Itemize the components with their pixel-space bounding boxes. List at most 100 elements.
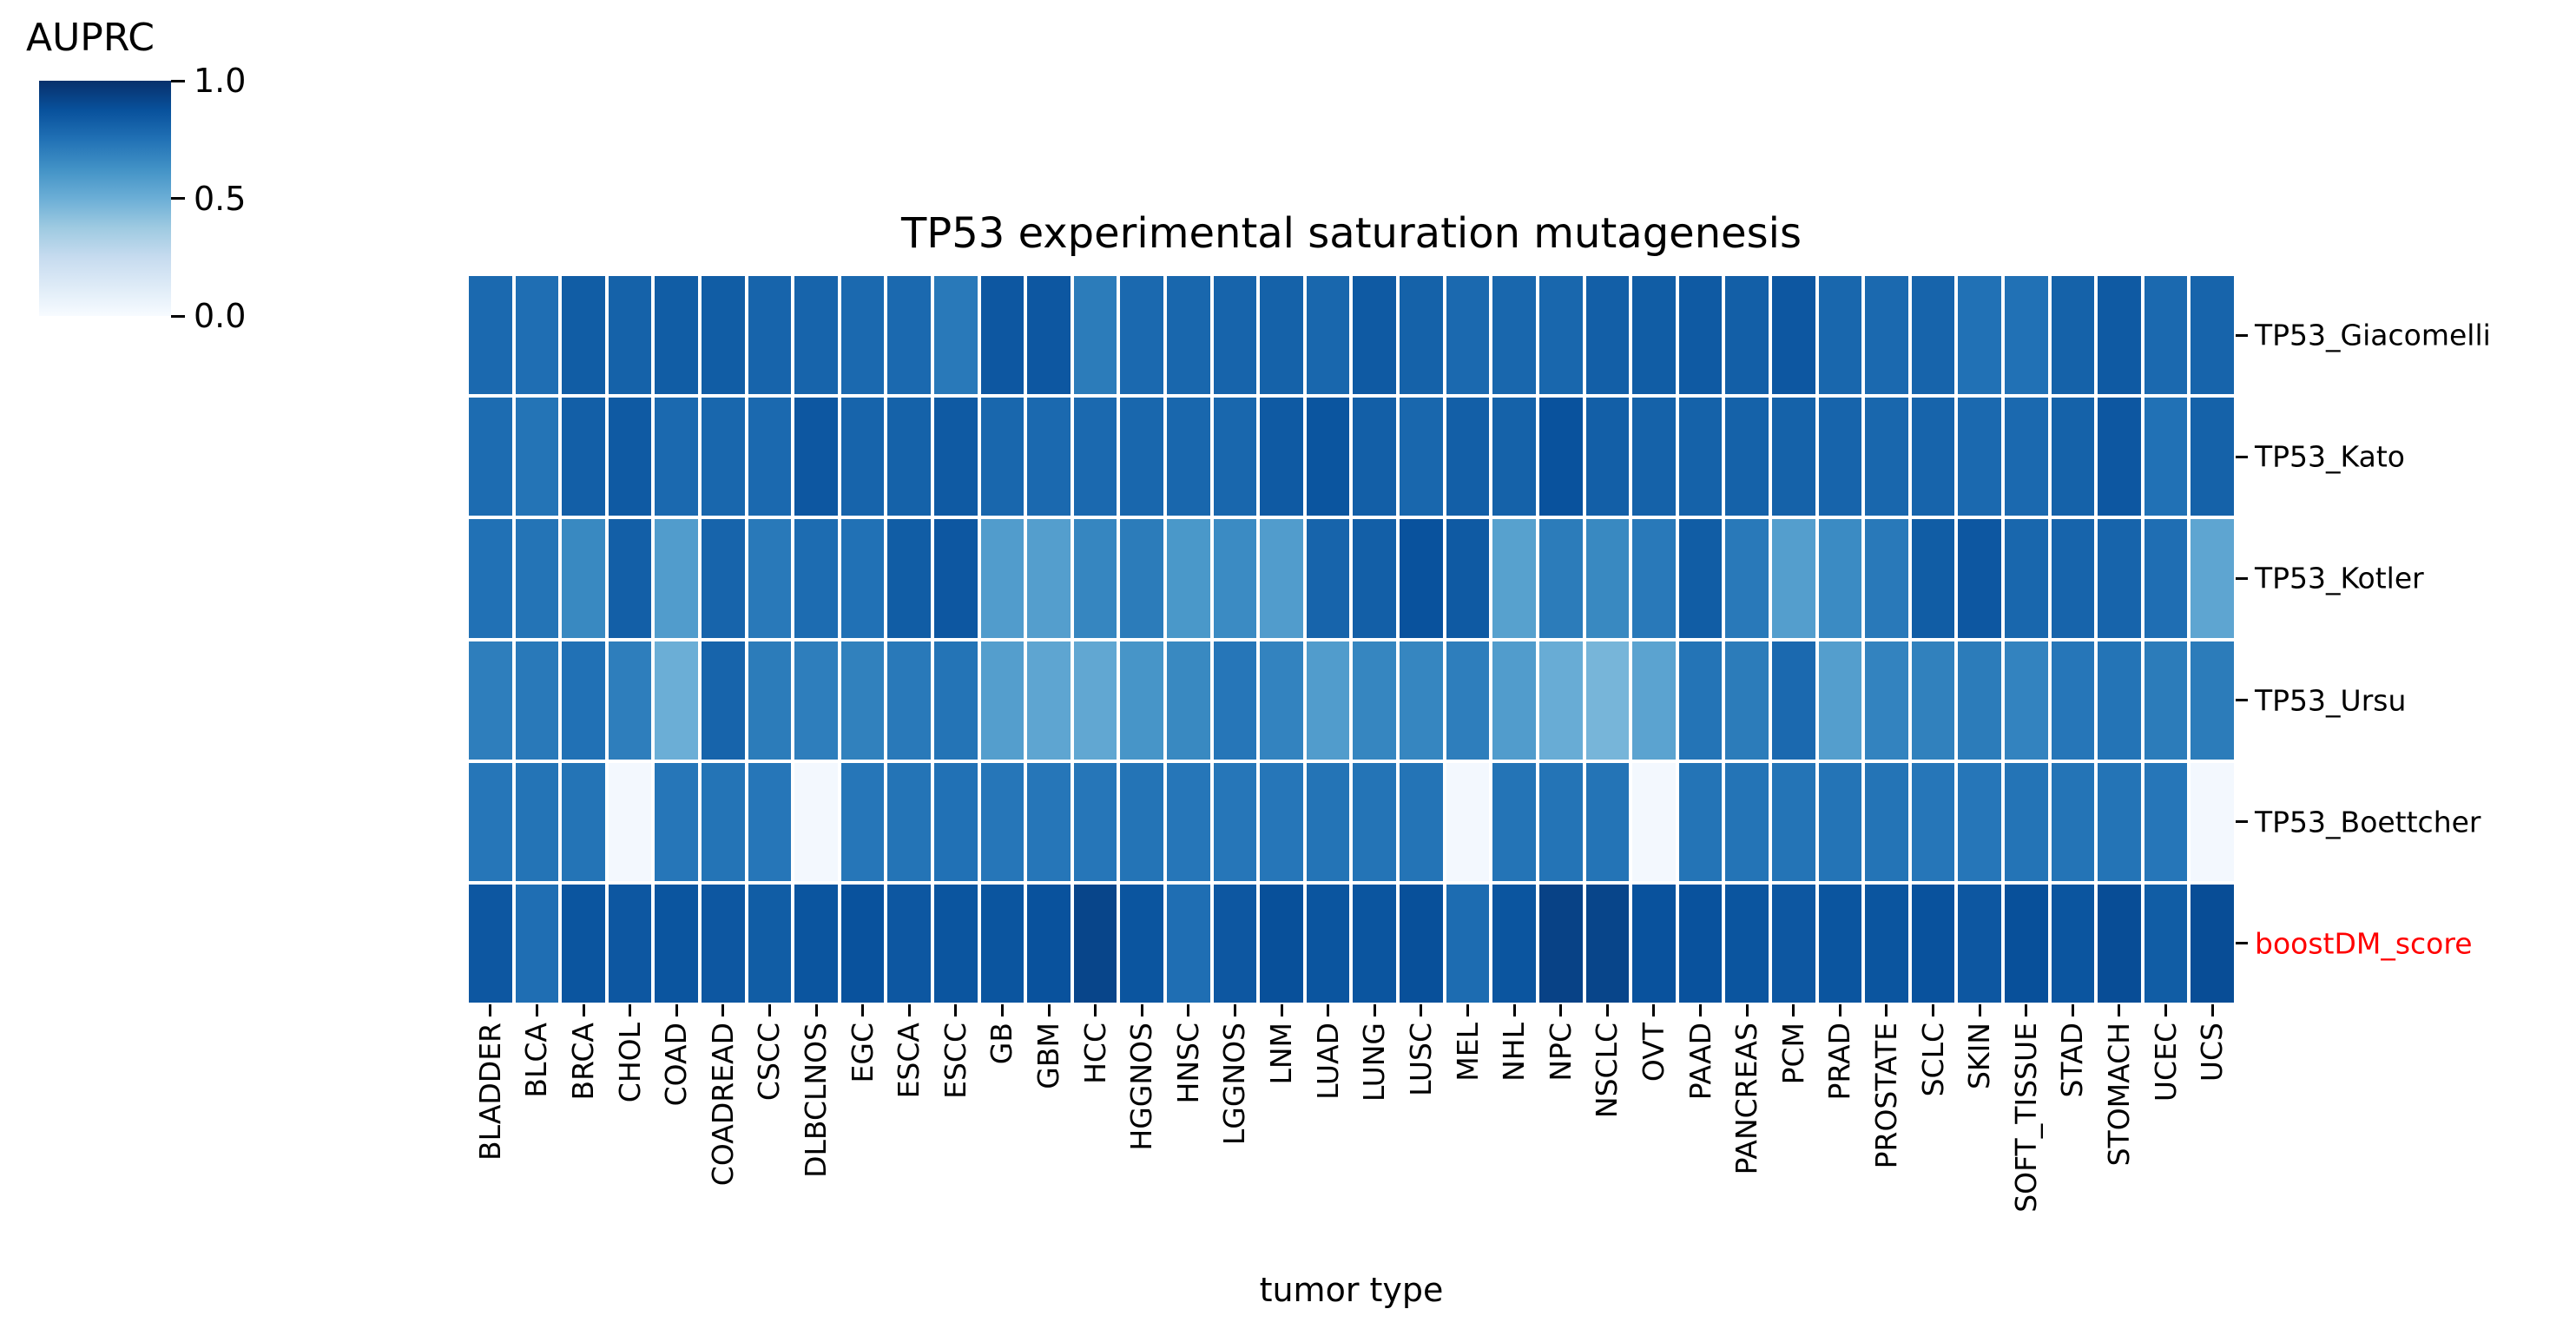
heatmap-cell [1073,276,1117,395]
heatmap-cell [702,398,745,516]
column-tick [2118,1004,2121,1016]
heatmap-cell [655,762,699,881]
heatmap-cell [1771,276,1815,395]
heatmap-cell [1725,762,1769,881]
heatmap-cell [1911,641,1955,760]
colorbar-tick [171,314,185,318]
heatmap-cell [1260,884,1303,1003]
heatmap-cell [469,762,512,881]
column-label: LUNG [1357,1023,1392,1102]
column-tick [1140,1004,1143,1016]
heatmap-cell [2051,641,2095,760]
column-label: GB [985,1023,1019,1065]
heatmap-cell [1353,398,1397,516]
heatmap-cell [1538,884,1583,1003]
row-tick [2236,699,2248,702]
heatmap-cell [1167,762,1210,881]
heatmap-cell [1632,519,1676,638]
heatmap-cell [1771,762,1815,881]
heatmap-cell [1353,641,1397,760]
heatmap-cell [748,398,792,516]
column-label: UCS [2195,1023,2230,1082]
heatmap-cell [1678,276,1723,395]
heatmap-cell [887,519,932,638]
heatmap-cell [934,762,978,881]
colorbar-tick-label: 1.0 [194,62,247,100]
heatmap-cell [2051,276,2095,395]
column-label: COAD [659,1023,694,1107]
column-label: NSCLC [1590,1023,1624,1119]
heatmap-cell [1911,884,1955,1003]
column-tick [1466,1004,1469,1016]
heatmap-cell [934,884,978,1003]
heatmap-cell [1538,276,1583,395]
heatmap-cell [515,276,559,395]
heatmap-cell [1818,762,1862,881]
heatmap-cell [1911,519,1955,638]
heatmap-cell [1958,519,2001,638]
heatmap-cell [1400,519,1443,638]
heatmap-cell [1400,641,1443,760]
heatmap-cell [1213,884,1257,1003]
heatmap-cell [1818,276,1862,395]
column-label: SKIN [1962,1023,1997,1090]
heatmap-cell [1260,641,1303,760]
heatmap-cell [1167,398,1210,516]
heatmap-cell [1958,884,2001,1003]
chart-title: TP53 experimental saturation mutagenesis [900,209,1802,258]
column-label: PAAD [1683,1023,1717,1101]
heatmap-cell [1027,519,1071,638]
heatmap-cell [562,276,605,395]
column-label: LUAD [1310,1023,1345,1100]
heatmap-cell [608,398,652,516]
row-label: TP53_Ursu [2255,683,2407,718]
column-tick [1512,1004,1516,1016]
heatmap-cell [1400,884,1443,1003]
column-label: UCEC [2148,1023,2183,1102]
column-tick [2071,1004,2074,1016]
heatmap-cell [1678,641,1723,760]
heatmap-cell [1446,398,1490,516]
heatmap-cell [2098,398,2141,516]
heatmap-cell [515,884,559,1003]
heatmap-cell [794,398,838,516]
heatmap-cell [1446,884,1490,1003]
heatmap-cell [887,884,932,1003]
column-tick [1745,1004,1749,1016]
row-tick [2236,942,2248,945]
heatmap-cell [1260,762,1303,881]
heatmap-cell [840,762,885,881]
heatmap-cell [1167,641,1210,760]
heatmap-cell [2144,641,2188,760]
heatmap-cell [1865,884,1908,1003]
heatmap-cell [608,884,652,1003]
heatmap-cell [2144,519,2188,638]
heatmap-cell [1538,398,1583,516]
column-label: LGGNOS [1217,1023,1252,1146]
heatmap-cell [1818,641,1862,760]
heatmap-cell [1027,276,1071,395]
heatmap-cell [2004,641,2048,760]
heatmap-cell [1353,762,1397,881]
heatmap-cell [2144,884,2188,1003]
column-tick [1047,1004,1051,1016]
heatmap-cell [794,519,838,638]
heatmap-cell [1260,519,1303,638]
heatmap-cell [1818,884,1862,1003]
heatmap-cell [1492,276,1536,395]
heatmap-cell [1911,276,1955,395]
column-tick [2164,1004,2168,1016]
column-label: DLBCLNOS [799,1023,833,1178]
heatmap-cell [1725,884,1769,1003]
heatmap-cell [1725,519,1769,638]
heatmap-cell [2004,762,2048,881]
column-tick [1885,1004,1888,1016]
heatmap-cell [1073,398,1117,516]
column-tick [1559,1004,1563,1016]
heatmap-cell [655,276,699,395]
heatmap-cell [1678,398,1723,516]
heatmap-cell [980,519,1024,638]
heatmap-cell [1958,762,2001,881]
column-label: GBM [1031,1023,1066,1089]
column-label: HNSC [1170,1023,1205,1104]
